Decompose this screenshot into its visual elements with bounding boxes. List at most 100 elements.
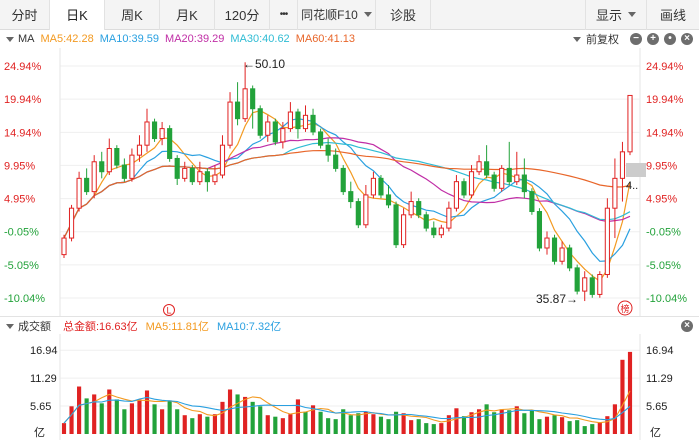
volume-bar[interactable] bbox=[160, 409, 165, 434]
candle-body[interactable] bbox=[197, 171, 203, 183]
volume-bar[interactable] bbox=[469, 412, 474, 434]
zoom-out-icon[interactable]: − bbox=[630, 33, 642, 45]
candle-body[interactable] bbox=[499, 167, 505, 189]
candle-body[interactable] bbox=[348, 191, 354, 203]
candle-body[interactable] bbox=[129, 154, 135, 179]
adjust-dropdown-icon[interactable] bbox=[573, 36, 581, 42]
volume-bar[interactable] bbox=[575, 420, 580, 434]
volume-bar[interactable] bbox=[167, 400, 172, 434]
volume-bar[interactable] bbox=[99, 403, 104, 434]
volume-bar[interactable] bbox=[227, 389, 233, 434]
candle-body[interactable] bbox=[431, 227, 437, 236]
more-periods-button[interactable]: ••• bbox=[270, 0, 298, 30]
volume-bar[interactable] bbox=[492, 412, 497, 434]
candle-body[interactable] bbox=[619, 151, 626, 179]
candle-body[interactable] bbox=[121, 164, 127, 179]
volume-bar[interactable] bbox=[424, 423, 429, 434]
volume-bar[interactable] bbox=[152, 404, 157, 434]
volume-bar[interactable] bbox=[341, 409, 346, 434]
candle-body[interactable] bbox=[280, 128, 286, 143]
volume-bar[interactable] bbox=[409, 420, 414, 434]
candle-body[interactable] bbox=[189, 167, 195, 183]
volume-bar[interactable] bbox=[356, 413, 361, 434]
candle-body[interactable] bbox=[378, 177, 384, 196]
volume-bar[interactable] bbox=[77, 386, 82, 434]
candle-body[interactable] bbox=[340, 167, 346, 193]
volume-bar[interactable] bbox=[265, 415, 270, 434]
candle-body[interactable] bbox=[257, 108, 263, 136]
volume-bar[interactable] bbox=[544, 416, 550, 434]
volume-bar[interactable] bbox=[514, 406, 519, 434]
candle-body[interactable] bbox=[416, 201, 422, 216]
candle-body[interactable] bbox=[295, 111, 301, 130]
volume-bar[interactable] bbox=[552, 415, 557, 434]
candle-body[interactable] bbox=[544, 237, 550, 249]
candle-body[interactable] bbox=[106, 148, 112, 173]
volume-bar[interactable] bbox=[567, 421, 572, 434]
volume-bar[interactable] bbox=[431, 424, 436, 434]
volume-bar[interactable] bbox=[590, 424, 595, 434]
volume-bar[interactable] bbox=[137, 399, 142, 434]
candle-body[interactable] bbox=[272, 121, 278, 143]
candle-body[interactable] bbox=[529, 191, 535, 213]
candle-body[interactable] bbox=[174, 157, 180, 179]
adjust-mode-button[interactable]: 前复权 bbox=[586, 34, 619, 46]
volume-bar[interactable] bbox=[499, 409, 504, 434]
close-icon[interactable]: × bbox=[681, 33, 693, 45]
candle-body[interactable] bbox=[627, 94, 633, 153]
volume-bar[interactable] bbox=[84, 398, 89, 434]
candle-body[interactable] bbox=[227, 101, 233, 146]
candle-body[interactable] bbox=[521, 174, 527, 193]
candle-body[interactable] bbox=[318, 131, 324, 146]
volume-chart[interactable]: 16.94 16.94 11.29 11.29 5.65 5.65 亿 亿 bbox=[0, 334, 699, 440]
volume-bar[interactable] bbox=[627, 351, 633, 434]
volume-bar[interactable] bbox=[454, 408, 459, 434]
candle-body[interactable] bbox=[212, 174, 218, 183]
volume-bar[interactable] bbox=[212, 414, 218, 434]
candle-body[interactable] bbox=[612, 177, 618, 209]
candle-body[interactable] bbox=[401, 214, 407, 246]
candle-body[interactable] bbox=[438, 227, 444, 236]
tab-intraday[interactable]: 分时 bbox=[0, 0, 50, 30]
candle-body[interactable] bbox=[167, 128, 173, 159]
volume-bar[interactable] bbox=[522, 413, 527, 434]
candle-body[interactable] bbox=[242, 88, 248, 120]
candle-body[interactable] bbox=[491, 174, 497, 189]
ma-title[interactable]: MA bbox=[18, 33, 35, 45]
candle-body[interactable] bbox=[551, 237, 558, 262]
volume-bar[interactable] bbox=[386, 419, 391, 434]
candle-body[interactable] bbox=[567, 247, 573, 269]
rank-marker-icon[interactable] bbox=[617, 300, 633, 316]
candle-body[interactable] bbox=[91, 161, 97, 193]
volume-bar[interactable] bbox=[326, 418, 331, 434]
candle-body[interactable] bbox=[76, 177, 82, 209]
volume-bar[interactable] bbox=[310, 405, 316, 434]
volume-bar[interactable] bbox=[182, 415, 187, 434]
candle-body[interactable] bbox=[182, 167, 188, 179]
volume-bar[interactable] bbox=[333, 419, 338, 434]
candle-body[interactable] bbox=[151, 121, 158, 140]
tab-daily-k[interactable]: 日K bbox=[50, 0, 105, 30]
volume-bar[interactable] bbox=[122, 409, 127, 434]
volume-bar[interactable] bbox=[273, 416, 278, 434]
candle-body[interactable] bbox=[582, 277, 588, 292]
candle-body[interactable] bbox=[559, 247, 565, 262]
volume-bar[interactable] bbox=[288, 414, 293, 434]
candle-body[interactable] bbox=[136, 144, 143, 156]
volume-bar[interactable] bbox=[243, 396, 248, 434]
volume-bar[interactable] bbox=[205, 416, 210, 434]
volume-bar[interactable] bbox=[461, 416, 467, 434]
volume-bar[interactable] bbox=[537, 419, 542, 434]
candle-body[interactable] bbox=[310, 114, 316, 133]
collapse-ma-icon[interactable] bbox=[6, 36, 14, 42]
candle-body[interactable] bbox=[589, 277, 595, 295]
volume-bar[interactable] bbox=[129, 403, 134, 434]
candle-body[interactable] bbox=[265, 121, 271, 136]
candle-body[interactable] bbox=[61, 237, 67, 256]
candle-body[interactable] bbox=[370, 177, 376, 196]
candle-body[interactable] bbox=[574, 267, 580, 292]
volume-bar[interactable] bbox=[92, 394, 97, 434]
candle-body[interactable] bbox=[302, 114, 309, 130]
zoom-in-icon[interactable]: + bbox=[647, 33, 659, 45]
candle-body[interactable] bbox=[468, 171, 475, 196]
